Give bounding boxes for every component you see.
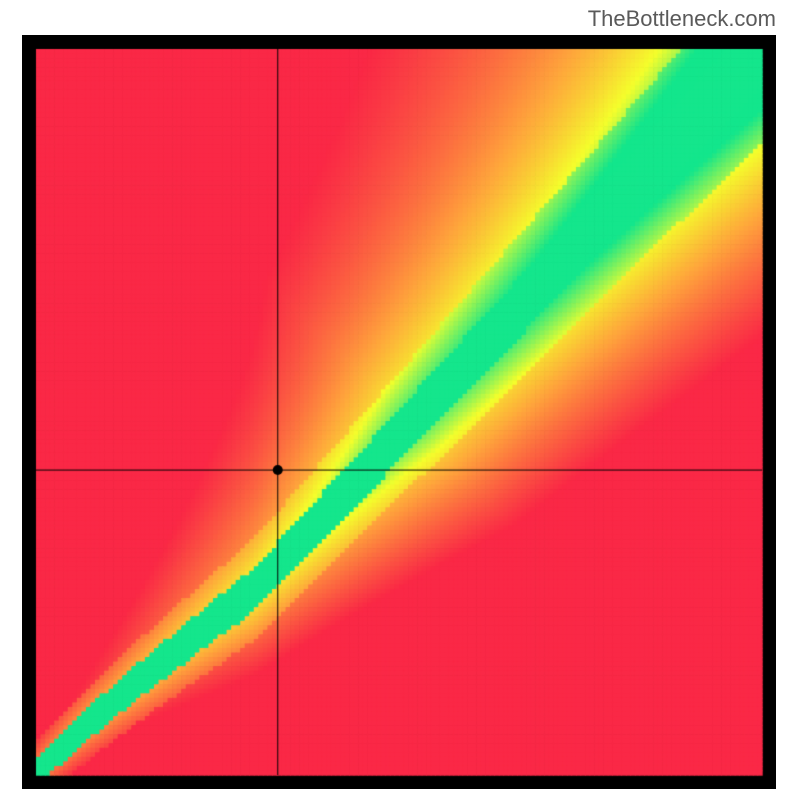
plot-area [22,35,776,789]
watermark-text: TheBottleneck.com [588,6,776,32]
heatmap-canvas [22,35,776,789]
chart-container: TheBottleneck.com [0,0,800,800]
